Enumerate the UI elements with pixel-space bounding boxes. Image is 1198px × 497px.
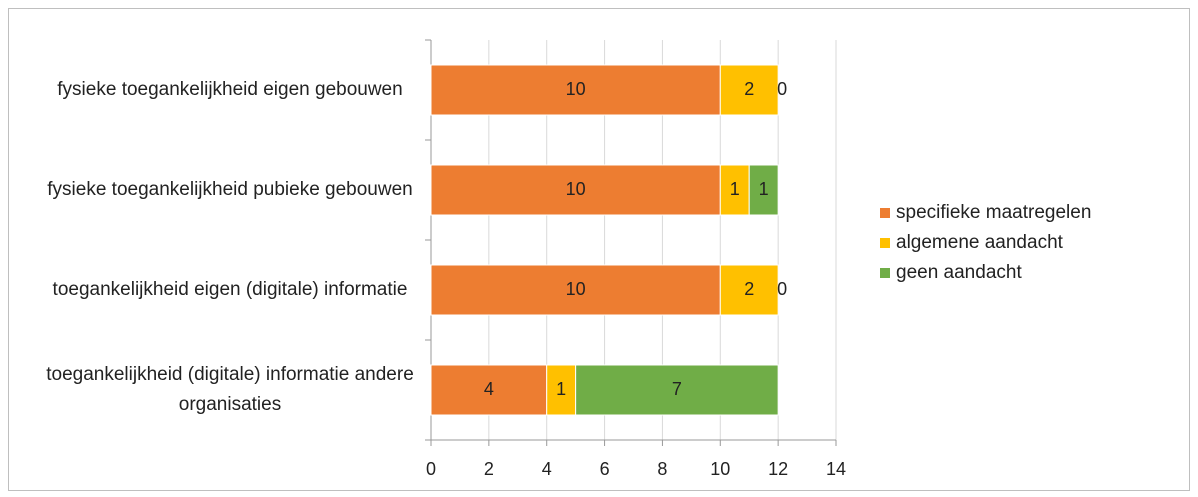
data-label: 2 [744,279,754,299]
x-tick-label: 10 [710,459,730,479]
data-label: 7 [672,379,682,399]
legend-swatch [880,238,890,248]
x-tick-label: 0 [426,459,436,479]
bar-segment [719,64,779,116]
data-label: 4 [484,379,494,399]
data-label: 10 [566,279,586,299]
legend-label: algemene aandacht [896,232,1064,253]
x-tick-label: 14 [826,459,846,479]
bar-segment [748,164,779,216]
x-tick-label: 4 [542,459,552,479]
bar-segment [546,364,577,416]
y-tick-label: fysieke toegankelijkheid pubieke gebouwe… [47,179,413,200]
y-tick-label: fysieke toegankelijkheid eigen gebouwen [57,79,403,100]
legend-label: specifieke maatregelen [896,202,1091,223]
y-tick-label: toegankelijkheid (digitale) informatie a… [46,364,414,415]
data-label: 1 [730,179,740,199]
bar-segment [430,264,721,316]
data-label: 2 [744,79,754,99]
bar-segment [430,164,721,216]
data-label: 0 [777,279,787,299]
x-tick-label: 6 [600,459,610,479]
data-label: 1 [759,179,769,199]
bar-segment [430,364,548,416]
legend-swatch [880,208,890,218]
data-label: 0 [777,79,787,99]
data-label: 10 [566,179,586,199]
x-tick-label: 12 [768,459,788,479]
y-tick-label: toegankelijkheid eigen (digitale) inform… [52,279,408,300]
x-tick-label: 2 [484,459,494,479]
legend-label: geen aandacht [896,262,1022,283]
legend-swatch [880,268,890,278]
bar-segment [575,364,779,416]
x-tick-label: 8 [657,459,667,479]
data-label: 10 [566,79,586,99]
data-label: 1 [556,379,566,399]
chart-frame [8,8,1190,491]
bar-segment [719,264,779,316]
